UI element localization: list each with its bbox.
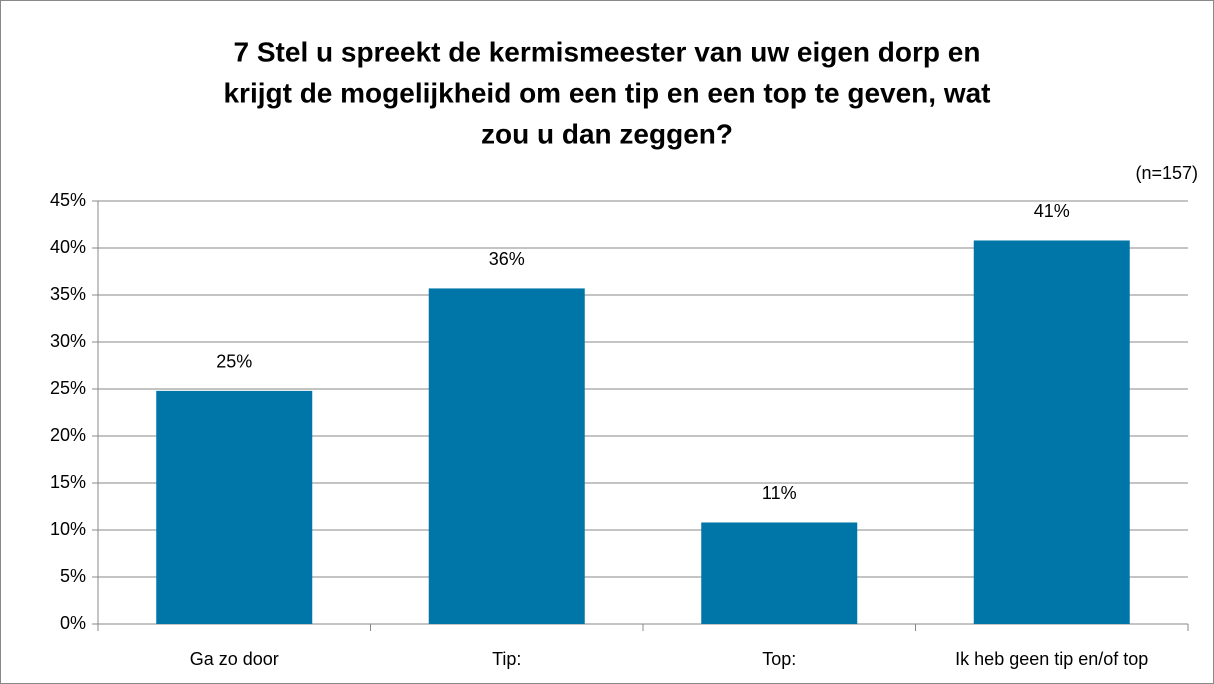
data-label: 11% xyxy=(762,483,797,503)
y-tick-label: 45% xyxy=(50,190,86,210)
sample-size: (n=157) xyxy=(1135,163,1198,183)
data-label: 41% xyxy=(1034,201,1070,221)
x-tick-label: Top: xyxy=(762,649,796,669)
y-tick-label: 20% xyxy=(50,425,86,445)
y-tick-label: 40% xyxy=(50,237,86,257)
x-tick-label: Tip: xyxy=(492,649,521,669)
y-tick-label: 5% xyxy=(60,566,86,586)
data-label: 36% xyxy=(489,249,525,269)
bar xyxy=(156,390,313,624)
y-tick-label: 10% xyxy=(50,519,86,539)
chart-title: zou u dan zeggen? xyxy=(481,118,733,149)
x-tick-label: Ik heb geen tip en/of top xyxy=(955,649,1148,669)
chart-title: 7 Stel u spreekt de kermismeester van uw… xyxy=(234,36,981,67)
data-label: 25% xyxy=(216,352,252,372)
y-tick-label: 30% xyxy=(50,331,86,351)
bar xyxy=(428,288,585,624)
y-tick-label: 0% xyxy=(60,613,86,633)
y-tick-label: 35% xyxy=(50,284,86,304)
chart-title: krijgt de mogelijkheid om een tip en een… xyxy=(223,77,990,108)
y-tick-label: 15% xyxy=(50,472,86,492)
y-tick-label: 25% xyxy=(50,378,86,398)
bar xyxy=(973,240,1130,625)
bar xyxy=(701,522,858,624)
x-tick-label: Ga zo door xyxy=(190,649,279,669)
